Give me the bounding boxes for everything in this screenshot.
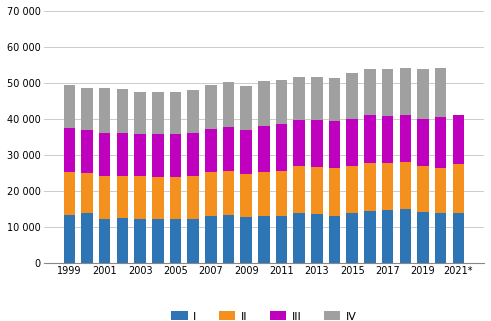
Bar [152, 219, 164, 263]
Bar [294, 213, 305, 263]
Bar [311, 214, 323, 263]
Bar [188, 219, 199, 263]
Bar [276, 216, 287, 263]
Bar [417, 69, 429, 119]
Bar [223, 127, 234, 171]
Bar [64, 214, 75, 263]
Bar [294, 166, 305, 213]
Bar [329, 216, 340, 263]
Bar [170, 92, 181, 134]
Bar [276, 125, 287, 170]
Bar [64, 85, 75, 128]
Bar [82, 173, 93, 213]
Bar [241, 130, 252, 174]
Bar [382, 163, 393, 210]
Bar [382, 69, 393, 116]
Bar [241, 85, 252, 130]
Bar [311, 167, 323, 214]
Bar [170, 134, 181, 177]
Bar [364, 163, 376, 211]
Bar [364, 211, 376, 263]
Bar [258, 81, 270, 126]
Bar [152, 92, 164, 134]
Bar [117, 218, 128, 263]
Bar [99, 176, 110, 219]
Bar [205, 216, 217, 263]
Bar [99, 88, 110, 134]
Bar [82, 130, 93, 173]
Bar [99, 219, 110, 263]
Bar [188, 133, 199, 176]
Bar [294, 120, 305, 166]
Bar [382, 210, 393, 263]
Bar [205, 129, 217, 172]
Bar [435, 213, 446, 263]
Bar [152, 177, 164, 219]
Bar [294, 77, 305, 120]
Bar [435, 117, 446, 168]
Bar [382, 116, 393, 163]
Bar [117, 133, 128, 176]
Bar [117, 176, 128, 218]
Bar [364, 69, 376, 115]
Bar [417, 166, 429, 212]
Bar [117, 89, 128, 133]
Bar [276, 170, 287, 216]
Bar [135, 219, 146, 263]
Bar [135, 92, 146, 134]
Bar [347, 73, 358, 119]
Bar [258, 126, 270, 172]
Legend: I, II, III, IV: I, II, III, IV [166, 307, 361, 321]
Bar [347, 166, 358, 213]
Bar [453, 213, 464, 263]
Bar [311, 77, 323, 120]
Bar [276, 80, 287, 125]
Bar [64, 128, 75, 172]
Bar [417, 212, 429, 263]
Bar [329, 78, 340, 121]
Bar [205, 85, 217, 129]
Bar [135, 176, 146, 219]
Bar [400, 68, 411, 115]
Bar [135, 134, 146, 176]
Bar [82, 88, 93, 130]
Bar [205, 172, 217, 216]
Bar [258, 172, 270, 216]
Bar [152, 134, 164, 177]
Bar [188, 176, 199, 219]
Bar [241, 217, 252, 263]
Bar [223, 82, 234, 127]
Bar [223, 171, 234, 215]
Bar [170, 219, 181, 263]
Bar [329, 121, 340, 169]
Bar [170, 177, 181, 219]
Bar [82, 213, 93, 263]
Bar [241, 174, 252, 217]
Bar [453, 115, 464, 164]
Bar [258, 216, 270, 263]
Bar [311, 120, 323, 167]
Bar [400, 209, 411, 263]
Bar [99, 134, 110, 176]
Bar [435, 68, 446, 117]
Bar [435, 168, 446, 213]
Bar [329, 169, 340, 216]
Bar [347, 213, 358, 263]
Bar [364, 115, 376, 163]
Bar [453, 164, 464, 213]
Bar [400, 115, 411, 161]
Bar [417, 119, 429, 166]
Bar [188, 90, 199, 133]
Bar [347, 119, 358, 166]
Bar [64, 172, 75, 214]
Bar [400, 161, 411, 209]
Bar [223, 215, 234, 263]
